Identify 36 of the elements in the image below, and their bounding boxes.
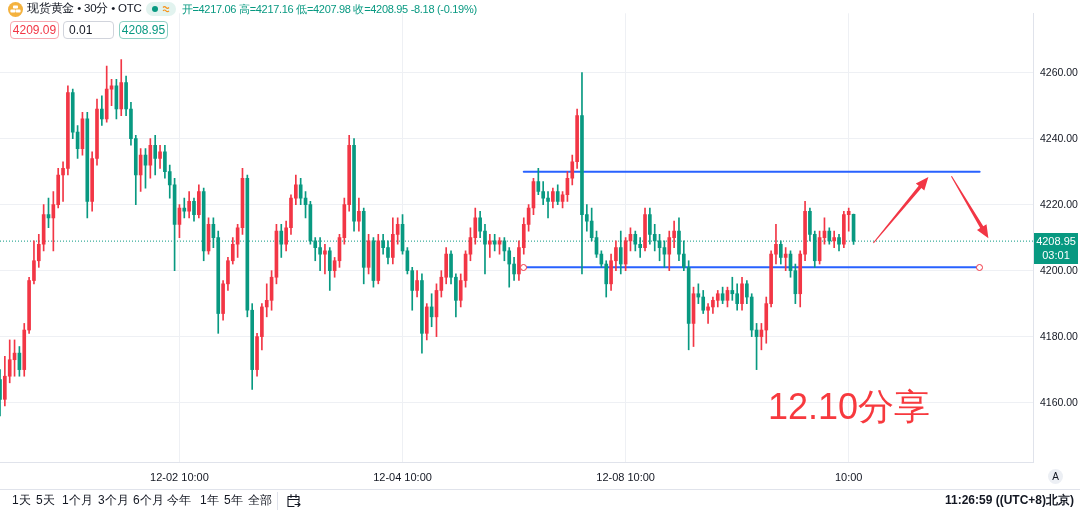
x-tick-label: 12-08 10:00 <box>596 470 655 483</box>
chart-subtitle: 开=4217.06 高=4217.16 低=4207.98 收=4208.95 -8.18 (-0.19%) <box>181 2 477 15</box>
candlestick <box>706 303 710 324</box>
y-tick-label: 4180.00 <box>1040 329 1079 342</box>
x-tick-label: 10:00 <box>834 470 863 483</box>
text: 1年 <box>200 493 219 507</box>
text: 1天 <box>12 493 31 507</box>
chart-title: 现货黄金 • 30分 • OTC <box>27 2 142 15</box>
candlestick <box>546 191 550 219</box>
ref-line-label: 4208.95 <box>1036 235 1076 248</box>
y-tick-label: 4160.00 <box>1040 395 1079 408</box>
annotation: 4208.95 <box>119 21 168 39</box>
text: 03:01 <box>1041 249 1071 262</box>
candlestick <box>182 197 187 219</box>
y-tick-label: 4220.00 <box>1040 197 1079 210</box>
text: 今年 <box>167 493 191 507</box>
text: 3个月 <box>98 493 129 507</box>
y-tick-label: 4240.00 <box>1040 131 1079 144</box>
candlestick <box>730 276 735 301</box>
text: 5天 <box>36 493 55 507</box>
annotation: 0.01 <box>63 21 114 39</box>
y-tick-label: 4260.00 <box>1040 65 1079 78</box>
candlestick <box>774 224 778 265</box>
annotation: 4209.09 <box>10 21 59 39</box>
annotation: 12.10分享 <box>768 386 931 427</box>
candlestick <box>488 234 492 258</box>
x-tick-label: 12-04 10:00 <box>373 470 432 483</box>
text: 6个月 <box>133 493 164 507</box>
text: 全部 <box>248 493 272 507</box>
y-tick-label: 4200.00 <box>1040 263 1079 276</box>
candlestick <box>832 230 836 248</box>
text: 1个月 <box>62 493 93 507</box>
x-tick-label: 12-02 10:00 <box>150 470 209 483</box>
text: 5年 <box>224 493 243 507</box>
text: 11:26:59 ((UTC+8)北京) <box>944 493 1074 507</box>
text: A <box>1048 469 1063 484</box>
